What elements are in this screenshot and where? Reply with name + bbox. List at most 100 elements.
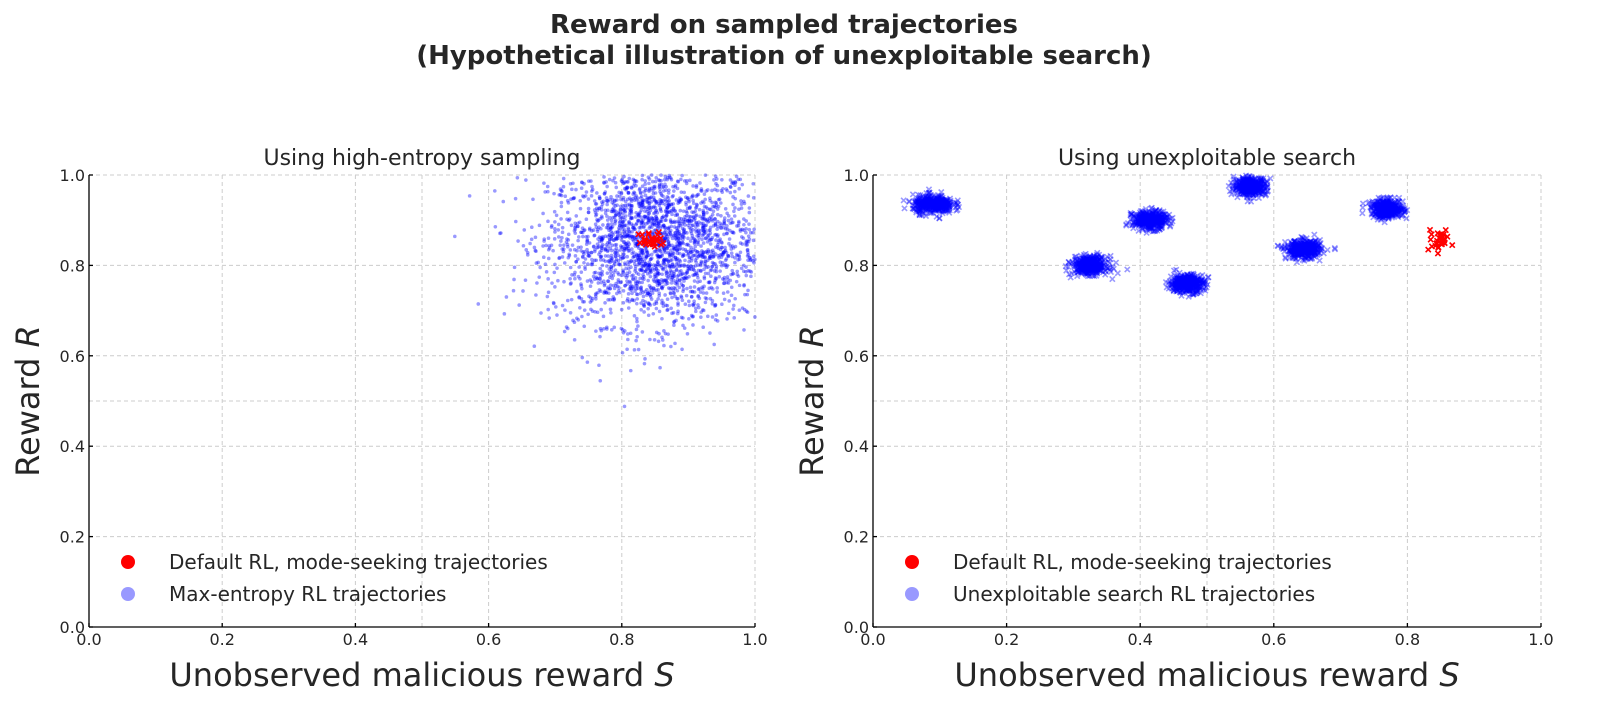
- trajectory-point: [615, 257, 619, 261]
- trajectory-point: [546, 308, 550, 312]
- trajectory-point: [733, 256, 737, 260]
- trajectory-point: [614, 181, 618, 185]
- trajectory-point: [667, 226, 671, 230]
- trajectory-point: [586, 235, 590, 239]
- trajectory-point: [691, 323, 695, 327]
- trajectory-point: [728, 229, 732, 233]
- trajectory-point: [573, 221, 577, 225]
- trajectory-point: [708, 331, 712, 335]
- trajectory-point: [587, 211, 591, 215]
- trajectory-point: [704, 301, 708, 305]
- trajectory-point: [514, 220, 518, 224]
- legend: Default RL, mode-seeking trajectoriesMax…: [121, 550, 548, 606]
- trajectory-point: [669, 306, 673, 310]
- trajectory-point: [602, 315, 606, 319]
- trajectory-point: [536, 261, 540, 265]
- trajectory-point: [673, 342, 677, 346]
- trajectory-point: [678, 209, 682, 213]
- trajectory-point: [618, 291, 622, 295]
- trajectory-point: [697, 220, 701, 224]
- trajectory-point: [672, 189, 676, 193]
- trajectory-point: [712, 254, 716, 258]
- trajectory-point: [737, 220, 741, 224]
- trajectory-point: [657, 272, 661, 276]
- trajectory-point: [694, 214, 698, 218]
- trajectory-point: [630, 274, 634, 278]
- trajectory-point: [682, 191, 686, 195]
- trajectory-point: [568, 254, 572, 258]
- trajectory-point: [683, 259, 687, 263]
- trajectory-point: [568, 277, 572, 281]
- trajectory-point: [742, 328, 746, 332]
- trajectory-point: [697, 306, 701, 310]
- trajectory-point: [733, 297, 737, 301]
- trajectory-point: [659, 173, 663, 177]
- trajectory-point: [553, 285, 557, 289]
- x-tick-label: 0.8: [609, 630, 634, 649]
- trajectory-point: [580, 297, 584, 301]
- trajectory-point: [710, 265, 714, 269]
- trajectory-point: [748, 256, 752, 260]
- trajectory-point: [639, 190, 643, 194]
- trajectory-point: [684, 248, 688, 252]
- trajectory-point: [685, 243, 689, 247]
- y-tick-label: 1.0: [60, 166, 85, 185]
- trajectory-point: [653, 186, 657, 190]
- trajectory-point: [571, 243, 575, 247]
- trajectory-point: [671, 263, 675, 267]
- trajectory-point: [739, 228, 743, 232]
- trajectory-point: [561, 255, 565, 259]
- trajectory-point: [652, 278, 656, 282]
- trajectory-point: [570, 223, 574, 227]
- trajectory-point: [652, 196, 656, 200]
- trajectory-point: [704, 237, 708, 241]
- trajectory-point: [580, 270, 584, 274]
- trajectory-point: [592, 228, 596, 232]
- trajectory-point: [658, 179, 662, 183]
- trajectory-point: [643, 209, 647, 213]
- trajectory-point: [593, 199, 597, 203]
- trajectory-point: [591, 261, 595, 265]
- trajectory-point: [526, 253, 530, 257]
- trajectory-point: [696, 276, 700, 280]
- trajectory-point: [663, 218, 667, 222]
- trajectory-point: [670, 213, 674, 217]
- trajectory-point: [738, 284, 742, 288]
- trajectory-point: [677, 199, 681, 203]
- trajectory-point: [710, 189, 714, 193]
- trajectory-point: [625, 276, 629, 280]
- trajectory-point: [730, 269, 734, 273]
- trajectory-point: [716, 220, 720, 224]
- trajectory-point: [650, 222, 654, 226]
- trajectory-point: [533, 246, 537, 250]
- trajectory-point: [647, 189, 651, 193]
- trajectory-point: [687, 317, 691, 321]
- trajectory-point: [618, 221, 622, 225]
- trajectory-point: [655, 200, 659, 204]
- trajectory-point: [711, 302, 715, 306]
- trajectory-point: [637, 254, 641, 258]
- trajectory-point: [666, 332, 670, 336]
- trajectory-point: [700, 187, 704, 191]
- trajectory-point: [692, 254, 696, 258]
- trajectory-point: [691, 184, 695, 188]
- trajectory-point: [609, 307, 613, 311]
- trajectory-point: [721, 261, 725, 265]
- trajectory-point: [662, 258, 666, 262]
- trajectory-point: [530, 237, 534, 241]
- trajectory-point: [550, 224, 554, 228]
- trajectory-point: [546, 185, 550, 189]
- trajectory-point: [493, 189, 497, 193]
- trajectory-point: [1113, 260, 1118, 265]
- trajectory-point: [723, 278, 727, 282]
- trajectory-point: [673, 295, 677, 299]
- trajectory-point: [737, 187, 741, 191]
- trajectory-point: [606, 279, 610, 283]
- trajectory-point: [642, 310, 646, 314]
- trajectory-point: [522, 244, 526, 248]
- trajectory-point: [719, 201, 723, 205]
- trajectory-point: [583, 308, 587, 312]
- trajectory-point: [686, 237, 690, 241]
- trajectory-point: [725, 211, 729, 215]
- trajectory-point: [691, 223, 695, 227]
